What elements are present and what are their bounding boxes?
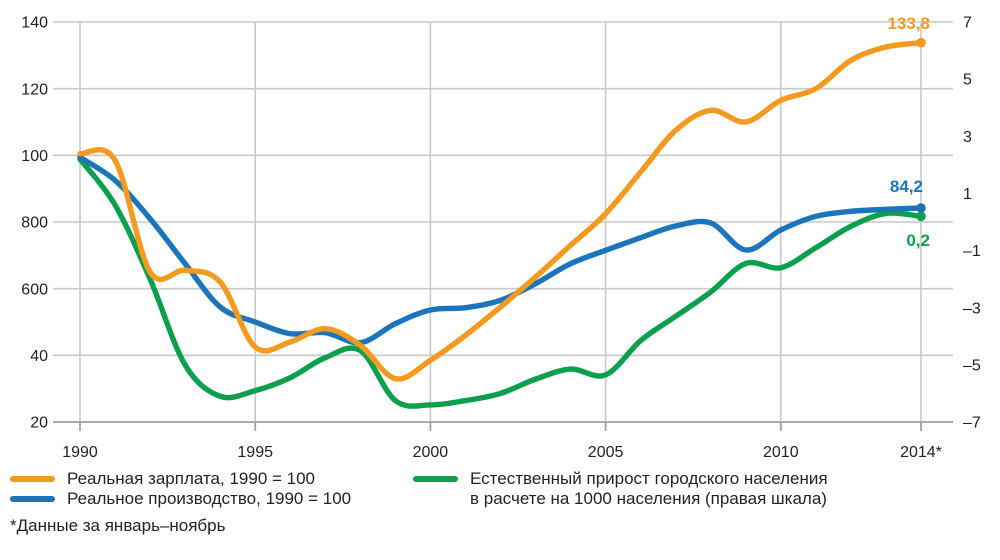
right-axis-label: –1 (963, 243, 981, 260)
legend-label-natural-increase-line2: в расчете на 1000 населения (правая шкал… (470, 489, 827, 508)
wage-swatch-icon (10, 476, 55, 482)
wage-line (77, 40, 924, 382)
gridlines (53, 21, 953, 423)
production-endpoint-dot (916, 203, 926, 213)
production-swatch-icon (10, 496, 55, 502)
right-axis-label: 5 (963, 72, 972, 89)
legend-left: Реальная зарплата, 1990 = 100 Реальное п… (10, 469, 351, 509)
left-axis-label: 120 (21, 81, 48, 98)
legend-item-wage: Реальная зарплата, 1990 = 100 (10, 469, 351, 489)
left-axis-label: 40 (30, 348, 48, 365)
right-axis-label: 3 (963, 129, 972, 146)
natural-increase-swatch-icon (413, 476, 458, 482)
natural_increase-line (77, 156, 924, 409)
x-axis-label: 1995 (237, 444, 273, 461)
x-axis-label: 2000 (413, 444, 449, 461)
x-axis-label: 2010 (763, 444, 799, 461)
right-axis-label: –7 (963, 415, 981, 432)
left-axis-label: 140 (21, 15, 48, 32)
legend-label-production: Реальное производство, 1990 = 100 (67, 489, 352, 508)
x-axis-label: 1990 (62, 444, 98, 461)
right-axis-label: 7 (963, 15, 972, 32)
wage-endpoint-dot (916, 37, 926, 48)
x-axis (53, 421, 953, 431)
right-axis-label: 1 (963, 186, 972, 203)
legend-label-natural-increase-line1: Естественный прирост городского населени… (470, 469, 828, 488)
left-axis-label: 600 (21, 281, 48, 298)
left-axis-label: 20 (30, 415, 48, 432)
x-axis-label: 2005 (588, 444, 624, 461)
left-axis-label: 800 (21, 215, 48, 232)
natural-increase-end-value: 0,2 (906, 231, 930, 250)
footnote: *Данные за январь–ноябрь (10, 516, 226, 535)
legend-label-wage: Реальная зарплата, 1990 = 100 (67, 469, 316, 488)
right-axis-label: –3 (963, 300, 981, 317)
x-axis-label: 2014* (900, 444, 942, 461)
axis-labels: 140 120 100 800 600 40 20 7 5 3 1 –1 –3 –5 –7 1990 1995 2… (21, 15, 981, 461)
natural_increase-endpoint-dot (916, 211, 926, 222)
left-axis-label: 100 (21, 148, 48, 165)
wage-end-value: 133,8 (887, 14, 930, 33)
production-end-value: 84,2 (889, 177, 923, 196)
right-axis-label: –5 (963, 358, 981, 375)
production-line (77, 154, 924, 346)
legend-item-production: Реальное производство, 1990 = 100 (10, 489, 351, 509)
legend-item-natural-increase: Естественный прирост городского населени… (413, 469, 828, 509)
